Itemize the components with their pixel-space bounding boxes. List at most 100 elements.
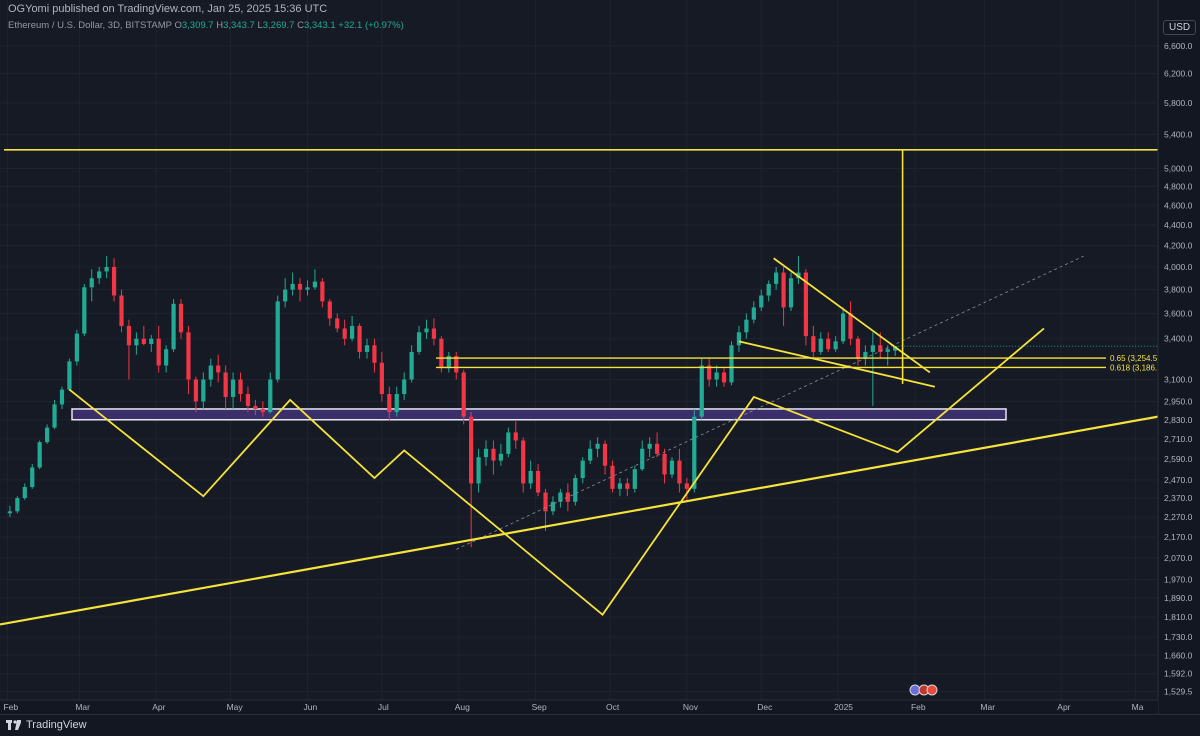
candle <box>365 339 369 359</box>
candle-body <box>157 339 161 366</box>
candle-body <box>268 380 272 412</box>
candle-body <box>625 483 629 488</box>
candle <box>543 489 547 531</box>
event-markers-icon <box>910 685 937 695</box>
candle <box>38 441 42 470</box>
candle-body <box>469 417 473 484</box>
candle-body <box>112 267 116 295</box>
candle-body <box>819 339 823 352</box>
candle <box>15 496 19 513</box>
candle <box>484 441 488 466</box>
candle-body <box>283 290 287 302</box>
candle <box>603 441 607 475</box>
time-tick-label: 2025 <box>834 702 853 712</box>
candle-body <box>305 287 309 289</box>
candle-body <box>365 345 369 352</box>
candle <box>67 359 71 391</box>
price-tick-label: 6,200.0 <box>1164 69 1193 79</box>
candle <box>789 273 793 312</box>
candle <box>119 290 123 333</box>
time-tick-label: May <box>227 702 244 712</box>
price-tick-label: 4,800.0 <box>1164 182 1193 192</box>
price-tick-label: 2,370.0 <box>1164 493 1193 503</box>
tradingview-logo[interactable]: TradingView <box>6 719 87 731</box>
open-key: O <box>174 20 181 31</box>
candle <box>105 256 109 278</box>
candle-body <box>320 282 324 302</box>
price-tick-label: 5,800.0 <box>1164 98 1193 108</box>
candle <box>112 258 116 301</box>
candle-body <box>298 284 302 290</box>
candle <box>566 483 570 511</box>
candle-body <box>149 339 153 344</box>
candle-body <box>186 332 190 379</box>
candle-body <box>402 380 406 394</box>
candle-body <box>179 304 183 332</box>
time-axis[interactable]: FebMarAprMayJunJulAugSepOctNovDec2025Feb… <box>0 700 1158 714</box>
candle <box>290 273 294 296</box>
candle <box>350 316 354 341</box>
candle <box>357 323 361 358</box>
time-tick-label: Ma <box>1132 702 1144 712</box>
candle-body <box>164 349 168 365</box>
candle-body <box>261 409 265 412</box>
candle <box>52 400 56 429</box>
candle <box>454 352 458 380</box>
candle <box>811 326 815 359</box>
candle-body <box>142 339 146 344</box>
candle <box>662 449 666 484</box>
candle-body <box>276 301 280 379</box>
time-tick-label: Jun <box>303 702 317 712</box>
price-axis[interactable]: 6,600.06,200.05,800.05,400.05,000.04,800… <box>1158 0 1200 714</box>
close-value: 3,343.1 <box>304 20 336 31</box>
candle <box>648 437 652 457</box>
candle <box>216 355 220 383</box>
candle-body <box>90 278 94 287</box>
candle-body <box>134 339 138 346</box>
candle <box>715 366 719 387</box>
candle <box>313 269 317 289</box>
candle <box>737 326 741 352</box>
candle-body <box>886 349 890 352</box>
price-tick-label: 1,660.0 <box>1164 650 1193 660</box>
candle <box>23 483 27 500</box>
candle-body <box>521 441 525 484</box>
price-tick-label: 3,800.0 <box>1164 285 1193 295</box>
candle-body <box>246 394 250 406</box>
time-tick-label: Apr <box>1057 702 1070 712</box>
candle-body <box>826 339 830 350</box>
price-tick-label: 2,170.0 <box>1164 532 1193 542</box>
candle <box>588 441 592 465</box>
footer-bar: TradingView <box>0 714 1200 736</box>
candle-body <box>752 307 756 319</box>
candle <box>238 372 242 401</box>
candle-body <box>231 380 235 397</box>
candle <box>335 314 339 333</box>
candle <box>209 359 213 387</box>
symbol-description[interactable]: Ethereum / U.S. Dollar, 3D, BITSTAMP <box>8 20 172 31</box>
currency-button[interactable]: USD <box>1163 20 1196 35</box>
candle <box>871 332 875 406</box>
candle <box>224 366 228 409</box>
candle <box>127 320 131 380</box>
fib-level-label: 0.618 (3,186.2) <box>1110 363 1165 372</box>
candle <box>677 449 681 493</box>
price-tick-label: 2,590.0 <box>1164 454 1193 464</box>
candle <box>759 290 763 311</box>
candle <box>462 370 466 425</box>
candle-body <box>395 394 399 412</box>
price-levels: 5,216.50.65 (3,254.5)0.618 (3,186.2)3,34… <box>4 144 1199 373</box>
candle <box>164 345 168 372</box>
close-key: C <box>297 20 304 31</box>
candle <box>142 326 146 345</box>
candle-body <box>529 471 533 483</box>
candle-body <box>380 363 384 394</box>
low-value: 3,269.7 <box>263 20 295 31</box>
candle-body <box>662 454 666 475</box>
candle-body <box>581 461 585 478</box>
candle-body <box>60 390 64 405</box>
time-tick-label: Sep <box>532 702 547 712</box>
candle-body <box>588 449 592 461</box>
candle-body <box>290 284 294 290</box>
